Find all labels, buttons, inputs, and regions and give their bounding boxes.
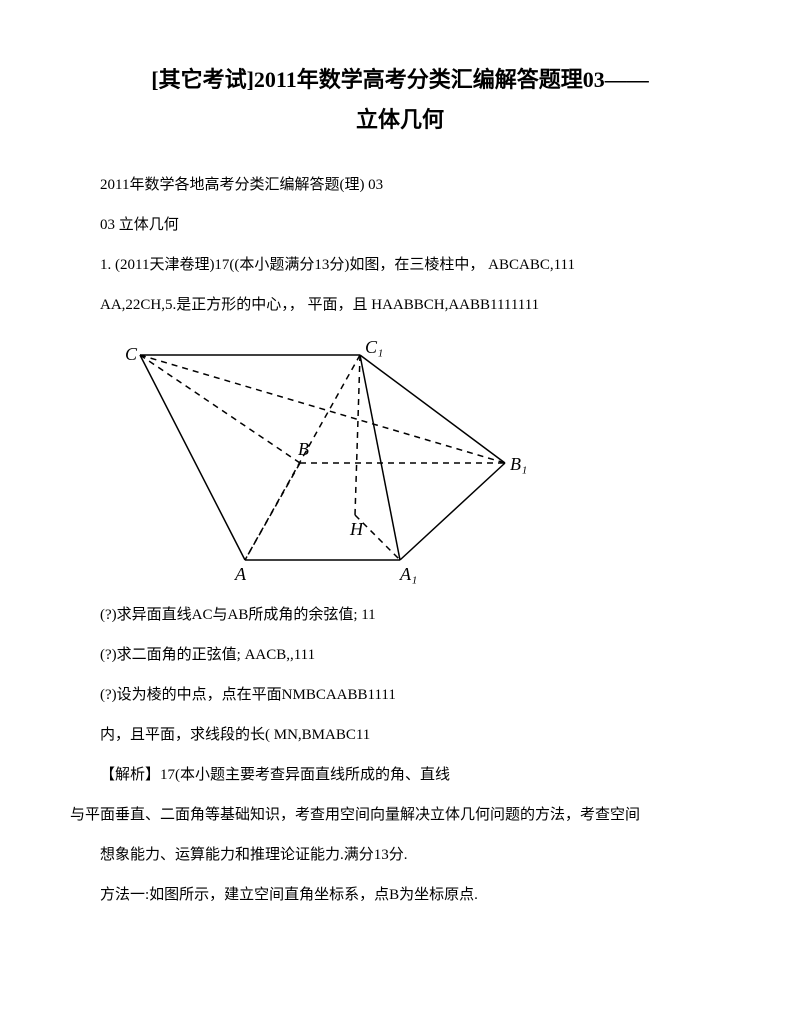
paragraph-12: 方法一:如图所示，建立空间直角坐标系，点B为坐标原点. [70, 877, 730, 913]
svg-text:C₁: C₁ [365, 337, 383, 357]
paragraph-10: 与平面垂直、二面角等基础知识，考查用空间向量解决立体几何问题的方法，考查空间 [70, 797, 730, 833]
paragraph-1: 2011年数学各地高考分类汇编解答题(理) 03 [70, 167, 730, 203]
paragraph-5: (?)求异面直线AC与AB所成角的余弦值; 11 [70, 597, 730, 633]
svg-text:B₁: B₁ [510, 454, 527, 474]
document-title: [其它考试]2011年数学高考分类汇编解答题理03—— 立体几何 [70, 60, 730, 139]
svg-text:C: C [125, 344, 138, 364]
paragraph-11: 想象能力、运算能力和推理论证能力.满分13分. [70, 837, 730, 873]
svg-text:B: B [298, 439, 309, 459]
title-line-2: 立体几何 [70, 100, 730, 140]
paragraph-4: AA,22CH,5.是正方形的中心，， 平面，且 HAABBCH,AABB111… [70, 287, 730, 323]
paragraph-6: (?)求二面角的正弦值; AACB,,111 [70, 637, 730, 673]
paragraph-8: 内，且平面，求线段的长( MN,BMABC11 [70, 717, 730, 753]
paragraph-7: (?)设为棱的中点，点在平面NMBCAABB1111 [70, 677, 730, 713]
paragraph-2: 03 立体几何 [70, 207, 730, 243]
title-line-1: [其它考试]2011年数学高考分类汇编解答题理03—— [70, 60, 730, 100]
paragraph-3: 1. (2011天津卷理)17((本小题满分13分)如图，在三棱柱中， ABCA… [70, 247, 730, 283]
svg-text:A: A [234, 564, 247, 584]
svg-text:H: H [349, 519, 364, 539]
geometry-diagram: C C₁ B B₁ A A₁ H [110, 335, 730, 585]
svg-text:A₁: A₁ [399, 564, 417, 584]
paragraph-9: 【解析】17(本小题主要考查异面直线所成的角、直线 [70, 757, 730, 793]
prism-svg: C C₁ B B₁ A A₁ H [110, 335, 530, 585]
